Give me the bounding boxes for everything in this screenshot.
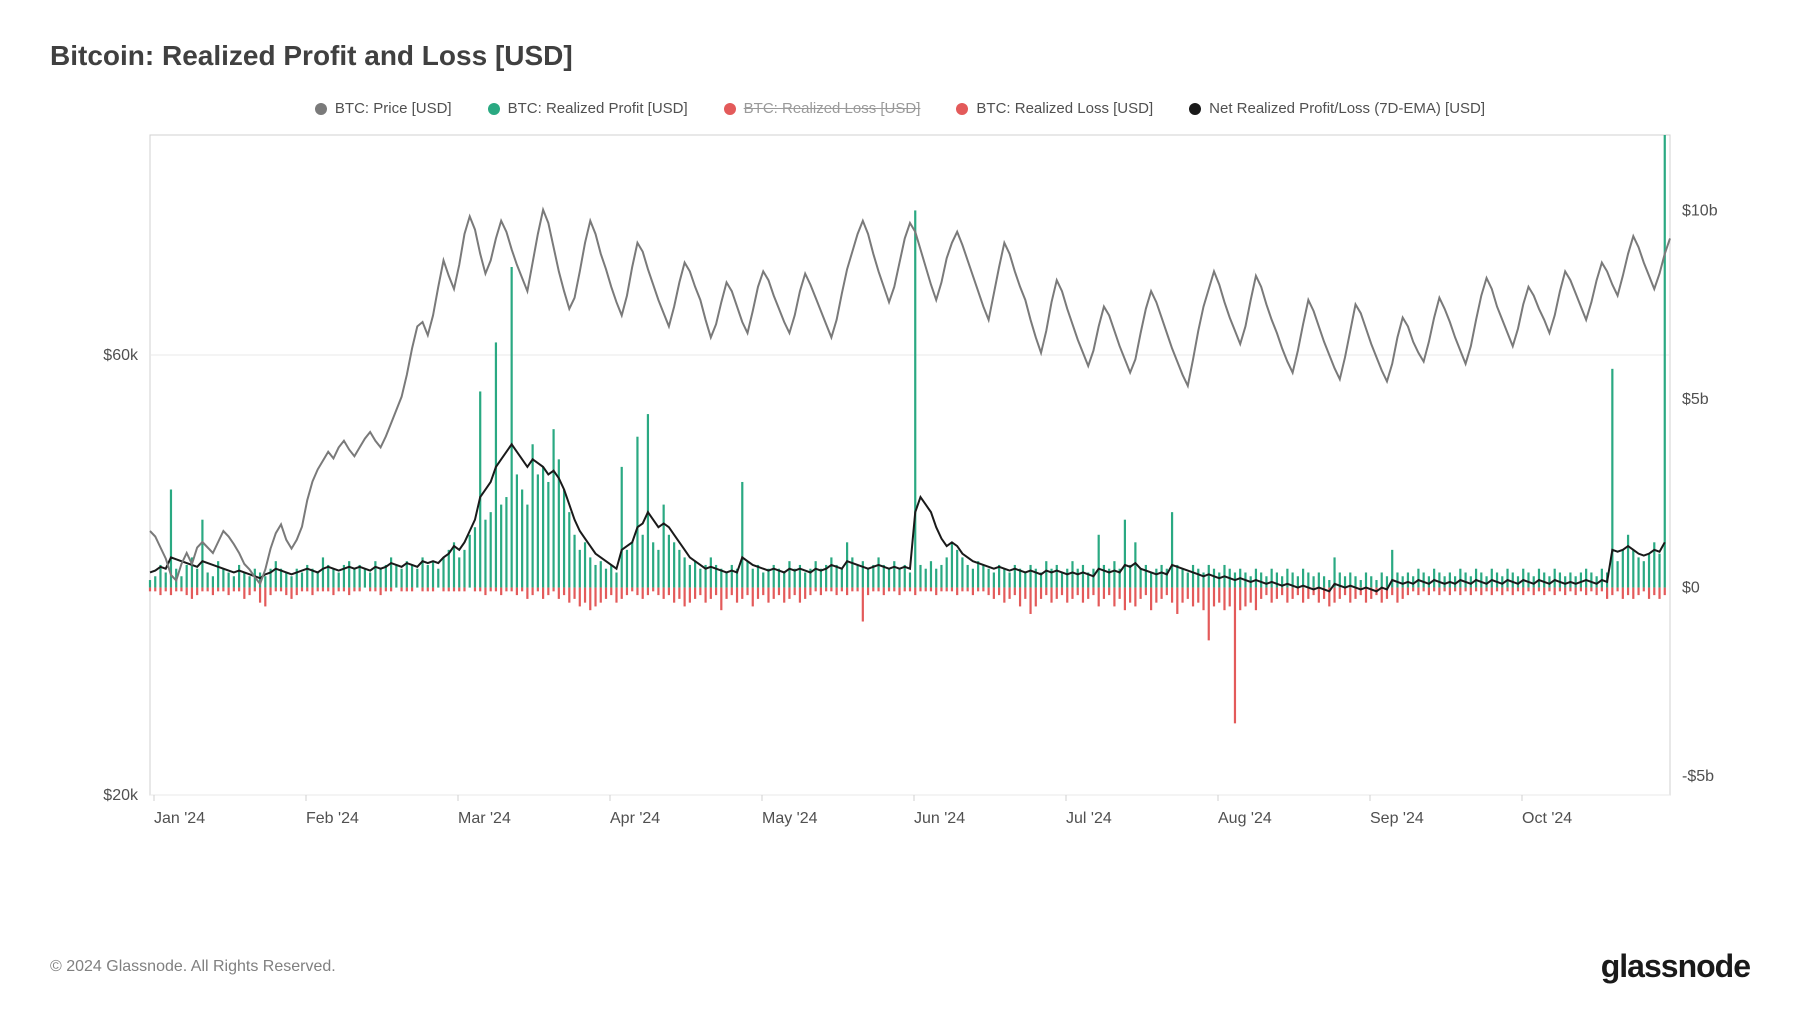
legend-item: BTC: Realized Loss [USD]	[724, 100, 921, 117]
svg-text:Oct '24: Oct '24	[1522, 810, 1572, 827]
legend-item: BTC: Realized Profit [USD]	[488, 100, 688, 117]
svg-text:-$5b: -$5b	[1682, 768, 1714, 785]
svg-text:$20k: $20k	[103, 787, 139, 804]
legend-item: BTC: Realized Loss [USD]	[956, 100, 1153, 117]
legend-swatch	[956, 103, 968, 115]
legend-swatch	[488, 103, 500, 115]
legend-label: BTC: Realized Loss [USD]	[744, 100, 921, 117]
chart-svg: $20k $60k -$5b $0 $5b $10b Jan '24 Feb '24 Mar '…	[50, 125, 1750, 845]
svg-text:Apr '24: Apr '24	[610, 810, 660, 827]
legend-swatch	[1189, 103, 1201, 115]
svg-text:Jan '24: Jan '24	[154, 810, 205, 827]
svg-text:$0: $0	[1682, 580, 1700, 597]
chart-area: $20k $60k -$5b $0 $5b $10b Jan '24 Feb '24 Mar '…	[50, 125, 1750, 845]
legend-swatch	[724, 103, 736, 115]
svg-text:Feb '24: Feb '24	[306, 810, 359, 827]
legend: BTC: Price [USD] BTC: Realized Profit [US…	[50, 100, 1750, 117]
svg-text:$10b: $10b	[1682, 202, 1718, 219]
legend-label: BTC: Price [USD]	[335, 100, 452, 117]
legend-swatch	[315, 103, 327, 115]
copyright-text: © 2024 Glassnode. All Rights Reserved.	[50, 958, 336, 976]
legend-item: Net Realized Profit/Loss (7D-EMA) [USD]	[1189, 100, 1485, 117]
footer: © 2024 Glassnode. All Rights Reserved. g…	[50, 948, 1750, 985]
svg-text:Sep '24: Sep '24	[1370, 810, 1424, 827]
legend-label: Net Realized Profit/Loss (7D-EMA) [USD]	[1209, 100, 1485, 117]
svg-text:Jun '24: Jun '24	[914, 810, 965, 827]
svg-text:Jul '24: Jul '24	[1066, 810, 1112, 827]
svg-text:Mar '24: Mar '24	[458, 810, 511, 827]
brand-logo: glassnode	[1601, 948, 1750, 985]
legend-item: BTC: Price [USD]	[315, 100, 452, 117]
svg-text:May '24: May '24	[762, 810, 818, 827]
chart-title: Bitcoin: Realized Profit and Loss [USD]	[50, 40, 1750, 72]
svg-text:$60k: $60k	[103, 347, 139, 364]
legend-label: BTC: Realized Loss [USD]	[976, 100, 1153, 117]
svg-text:Aug '24: Aug '24	[1218, 810, 1272, 827]
legend-label: BTC: Realized Profit [USD]	[508, 100, 688, 117]
svg-text:$5b: $5b	[1682, 391, 1709, 408]
